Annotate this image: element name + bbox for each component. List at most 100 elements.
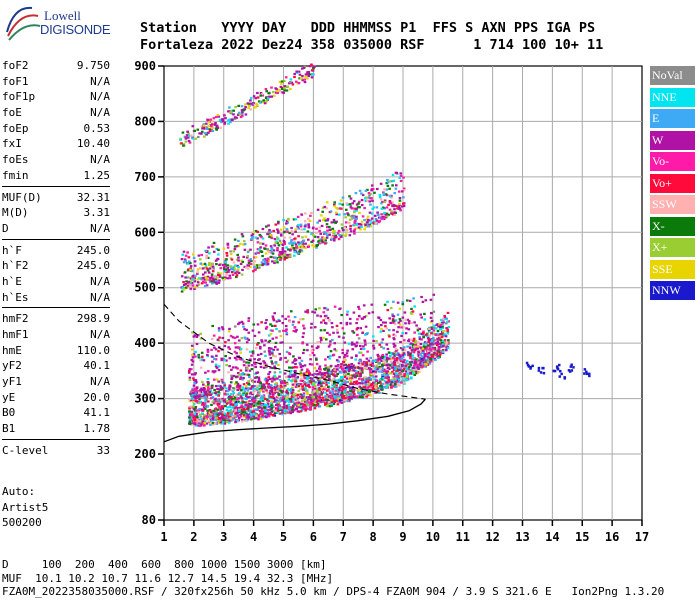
echo-point bbox=[289, 78, 293, 81]
echo-point bbox=[329, 210, 333, 213]
echo-point bbox=[319, 368, 322, 371]
echo-point bbox=[366, 392, 369, 395]
echo-point bbox=[293, 254, 296, 257]
echo-point bbox=[416, 340, 419, 343]
echo-point bbox=[338, 356, 341, 359]
echo-point bbox=[406, 368, 409, 371]
echo-point bbox=[217, 115, 221, 118]
echo-point bbox=[295, 366, 299, 369]
echo-point bbox=[426, 350, 430, 353]
echo-point bbox=[257, 331, 261, 334]
echo-point bbox=[446, 332, 450, 335]
echo-point bbox=[399, 209, 402, 212]
echo-point bbox=[284, 76, 288, 79]
echo-point bbox=[307, 70, 311, 74]
echo-point bbox=[294, 249, 298, 252]
echo-point bbox=[202, 386, 206, 390]
echo-point bbox=[210, 410, 213, 413]
echo-point bbox=[327, 367, 330, 371]
echo-point bbox=[200, 253, 203, 257]
echo-point bbox=[211, 324, 214, 328]
echo-point bbox=[304, 75, 307, 78]
echo-point bbox=[380, 324, 383, 327]
param-name: foF1 bbox=[2, 74, 29, 88]
echo-point bbox=[225, 387, 228, 390]
echo-point bbox=[345, 229, 348, 232]
echo-point bbox=[411, 343, 415, 346]
echo-point bbox=[421, 365, 424, 369]
echo-point bbox=[220, 118, 224, 121]
echo-point bbox=[289, 408, 292, 412]
echo-point bbox=[341, 227, 344, 230]
echo-point bbox=[360, 192, 363, 195]
echo-point bbox=[338, 401, 342, 404]
echo-point bbox=[323, 321, 327, 324]
echo-point bbox=[366, 215, 370, 218]
echo-point bbox=[380, 385, 384, 388]
echo-point bbox=[377, 381, 380, 384]
echo-point bbox=[264, 415, 267, 418]
echo-point bbox=[247, 407, 250, 410]
echo-point bbox=[433, 346, 437, 349]
echo-point bbox=[371, 360, 375, 363]
echo-point bbox=[215, 409, 218, 412]
echo-point bbox=[301, 67, 304, 70]
echo-point bbox=[200, 408, 203, 411]
echo-point bbox=[386, 300, 389, 303]
echo-point bbox=[367, 225, 370, 228]
echo-point bbox=[253, 256, 256, 259]
echo-point bbox=[207, 121, 211, 124]
echo-point bbox=[241, 411, 244, 414]
echo-point bbox=[340, 313, 343, 317]
echo-point bbox=[306, 407, 309, 410]
echo-point bbox=[442, 321, 445, 324]
echo-point bbox=[424, 299, 428, 302]
echo-point bbox=[361, 395, 365, 398]
echo-point bbox=[371, 362, 374, 365]
echo-point bbox=[425, 363, 428, 366]
echo-point bbox=[332, 353, 336, 356]
param-name: foEp bbox=[2, 121, 29, 135]
echo-point bbox=[359, 392, 363, 395]
echo-point bbox=[277, 220, 280, 223]
echo-point bbox=[558, 375, 561, 378]
echo-point bbox=[271, 396, 275, 399]
echo-point bbox=[427, 341, 430, 344]
y-tick-label: 400 bbox=[134, 336, 156, 350]
echo-point bbox=[224, 260, 227, 264]
echo-point bbox=[329, 350, 333, 353]
echo-point bbox=[296, 225, 299, 228]
echo-point bbox=[200, 403, 204, 406]
echo-point bbox=[294, 247, 298, 250]
echo-point bbox=[370, 212, 374, 215]
echo-point bbox=[352, 331, 356, 334]
echo-point bbox=[355, 215, 358, 218]
echo-point bbox=[290, 379, 293, 382]
echo-point bbox=[537, 366, 541, 370]
echo-point bbox=[330, 237, 334, 240]
echo-point bbox=[235, 272, 239, 275]
echo-point bbox=[214, 259, 218, 262]
echo-point bbox=[355, 370, 358, 373]
echo-point bbox=[370, 217, 374, 220]
echo-point bbox=[359, 344, 362, 348]
echo-point bbox=[242, 325, 245, 328]
echo-point bbox=[206, 269, 210, 272]
echo-point bbox=[235, 402, 238, 405]
echo-point bbox=[364, 223, 367, 226]
echo-point bbox=[291, 386, 294, 389]
echo-point bbox=[331, 369, 335, 372]
echo-point bbox=[199, 423, 203, 426]
echo-point bbox=[326, 402, 330, 405]
echo-point bbox=[358, 385, 361, 388]
echo-point bbox=[260, 321, 263, 324]
echo-point bbox=[284, 256, 287, 259]
echo-point bbox=[281, 341, 284, 344]
echo-point bbox=[210, 124, 213, 128]
echo-point bbox=[219, 126, 222, 129]
echo-point bbox=[431, 354, 434, 357]
echo-point bbox=[313, 235, 317, 238]
echo-point bbox=[224, 268, 228, 271]
echo-point bbox=[292, 247, 296, 250]
echo-point bbox=[323, 217, 326, 220]
